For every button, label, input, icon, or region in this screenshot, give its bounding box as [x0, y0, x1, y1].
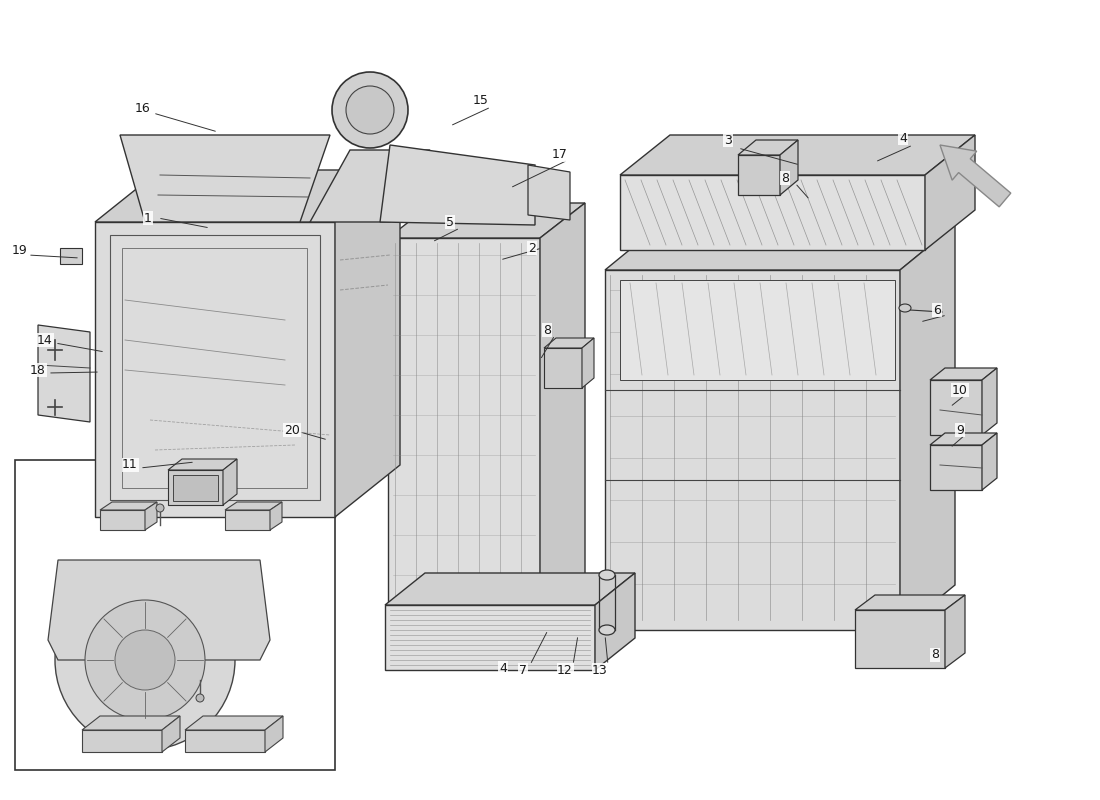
Polygon shape [388, 203, 585, 238]
Circle shape [346, 86, 394, 134]
Polygon shape [336, 170, 400, 517]
Polygon shape [738, 155, 780, 195]
Bar [60, 248, 82, 264]
Text: 8: 8 [543, 323, 551, 337]
Polygon shape [855, 595, 965, 610]
Polygon shape [48, 560, 270, 660]
Polygon shape [226, 502, 282, 510]
Polygon shape [385, 605, 595, 670]
Polygon shape [620, 280, 895, 380]
Ellipse shape [600, 570, 615, 580]
Polygon shape [930, 380, 982, 435]
Polygon shape [528, 165, 570, 220]
Text: 8: 8 [931, 649, 939, 662]
Text: 4: 4 [499, 662, 507, 674]
Polygon shape [544, 338, 594, 348]
Text: 5: 5 [446, 215, 454, 229]
Bar [173, 475, 218, 501]
Text: 2: 2 [528, 242, 536, 254]
Ellipse shape [600, 625, 615, 635]
Polygon shape [620, 175, 925, 250]
Polygon shape [605, 270, 900, 630]
Polygon shape [100, 510, 145, 530]
Polygon shape [595, 573, 635, 670]
Polygon shape [379, 145, 535, 225]
Text: 6: 6 [933, 303, 940, 317]
Polygon shape [982, 368, 997, 435]
Polygon shape [226, 510, 270, 530]
Text: 3: 3 [724, 134, 732, 146]
Polygon shape [930, 445, 982, 490]
Polygon shape [540, 203, 585, 613]
Bar [110, 235, 320, 500]
Polygon shape [185, 716, 283, 730]
Text: 19: 19 [12, 243, 28, 257]
Polygon shape [270, 502, 282, 530]
Text: 9: 9 [956, 423, 964, 437]
Polygon shape [385, 573, 635, 605]
Polygon shape [544, 348, 582, 388]
Text: 4: 4 [899, 131, 906, 145]
Text: 16: 16 [135, 102, 151, 114]
Polygon shape [82, 716, 180, 730]
Text: 18: 18 [30, 363, 46, 377]
Text: 8: 8 [781, 171, 789, 185]
Text: 13: 13 [592, 663, 608, 677]
Polygon shape [265, 716, 283, 752]
Polygon shape [900, 225, 955, 630]
Text: 11: 11 [122, 458, 138, 471]
Polygon shape [945, 595, 965, 668]
Polygon shape [582, 338, 594, 388]
FancyArrow shape [940, 145, 1011, 207]
Polygon shape [162, 716, 180, 752]
Polygon shape [95, 222, 336, 517]
Polygon shape [855, 610, 945, 668]
Polygon shape [168, 470, 223, 505]
Text: 20: 20 [284, 423, 300, 437]
Polygon shape [39, 325, 90, 422]
Ellipse shape [156, 504, 164, 512]
Text: 17: 17 [552, 149, 568, 162]
Circle shape [85, 600, 205, 720]
Polygon shape [780, 140, 798, 195]
Text: 15: 15 [473, 94, 488, 106]
Polygon shape [388, 238, 540, 613]
Circle shape [55, 570, 235, 750]
Bar [122, 248, 307, 488]
Ellipse shape [196, 694, 204, 702]
Circle shape [332, 72, 408, 148]
Polygon shape [100, 502, 157, 510]
Polygon shape [605, 225, 955, 270]
Text: 7: 7 [519, 663, 527, 677]
Polygon shape [145, 502, 157, 530]
Polygon shape [223, 459, 236, 505]
Polygon shape [310, 150, 430, 222]
Polygon shape [95, 170, 400, 222]
Polygon shape [168, 459, 236, 470]
Polygon shape [620, 135, 975, 175]
Polygon shape [925, 135, 975, 250]
Text: 12: 12 [557, 663, 573, 677]
Text: 10: 10 [953, 383, 968, 397]
Text: 1: 1 [144, 211, 152, 225]
Polygon shape [120, 135, 330, 222]
Polygon shape [82, 730, 162, 752]
Polygon shape [930, 433, 997, 445]
Polygon shape [982, 433, 997, 490]
Bar [15, 460, 335, 770]
Polygon shape [930, 368, 997, 380]
Ellipse shape [899, 304, 911, 312]
Polygon shape [185, 730, 265, 752]
Polygon shape [738, 140, 798, 155]
Text: 14: 14 [37, 334, 53, 346]
Circle shape [116, 630, 175, 690]
